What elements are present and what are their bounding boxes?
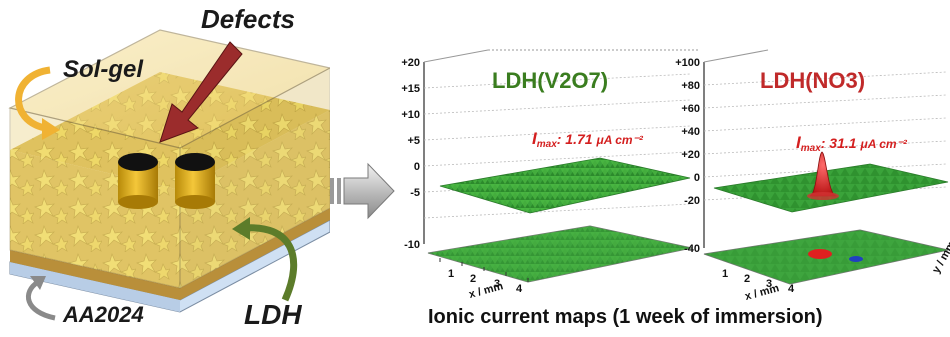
z-tick: +15 xyxy=(401,83,420,95)
y-axis-label-no3: y / mm xyxy=(930,239,950,275)
figure-caption: Ionic current maps (1 week of immersion) xyxy=(428,306,823,328)
map-panel-v2o7: 1 2 3 4 x / mm +20 +15 +10 +5 0 -5 -10 L… xyxy=(401,49,698,301)
current-surface-v2o7 xyxy=(439,157,691,214)
z-tick: +5 xyxy=(407,135,420,147)
substrate-arrow xyxy=(26,276,56,321)
floor-hotspot-anodic xyxy=(808,249,832,259)
svg-text:1: 1 xyxy=(448,268,454,280)
svg-text:2: 2 xyxy=(744,273,750,285)
svg-text:3: 3 xyxy=(494,278,500,290)
z-tick: +20 xyxy=(681,149,700,161)
substrate-label: AA2024 xyxy=(63,302,144,327)
solgel-label: Sol-gel xyxy=(63,56,144,83)
svg-text:4: 4 xyxy=(516,283,523,295)
z-tick: +10 xyxy=(401,109,420,121)
coating-schematic xyxy=(8,29,330,321)
imax-no3: Imax: 31.1 μA cm⁻² xyxy=(796,133,908,154)
svg-text:4: 4 xyxy=(788,283,795,295)
defect-cylinder-1 xyxy=(118,153,158,209)
z-tick: -40 xyxy=(684,243,700,255)
z-tick: 0 xyxy=(414,161,420,173)
z-tick: +40 xyxy=(681,126,700,138)
ldh-label: LDH xyxy=(244,299,302,330)
z-tick: -20 xyxy=(684,195,700,207)
map-title-no3: LDH(NO3) xyxy=(760,68,865,93)
floor-hotspot-cathodic xyxy=(849,256,863,262)
map-title-v2o7: LDH(V2O7) xyxy=(492,68,608,93)
map-panel-no3: 1 2 3 4 x / mm y / mm +100 +80 +60 +40 +… xyxy=(675,49,950,303)
ldh-arrow xyxy=(232,217,298,302)
imax-v2o7: Imax: 1.71 μA cm⁻² xyxy=(532,129,644,150)
z-tick: +20 xyxy=(401,57,420,69)
x-axis-label-no3: x / mm xyxy=(744,282,781,303)
solgel-arrow xyxy=(15,66,60,140)
svg-text:2: 2 xyxy=(470,273,476,285)
defects-label: Defects xyxy=(201,4,295,34)
z-tick: +100 xyxy=(675,57,700,69)
z-tick: -10 xyxy=(404,239,420,251)
svg-text:1: 1 xyxy=(722,268,728,280)
defect-cylinder-2 xyxy=(175,153,215,209)
z-tick: +60 xyxy=(681,103,700,115)
svg-text:3: 3 xyxy=(766,278,772,290)
defects-arrow xyxy=(159,41,243,143)
z-tick: 0 xyxy=(694,172,700,184)
z-tick: -5 xyxy=(410,187,420,199)
z-tick: +80 xyxy=(681,80,700,92)
current-peak xyxy=(809,151,837,197)
transition-arrow-icon xyxy=(330,162,395,220)
solgel-layer xyxy=(8,29,330,289)
